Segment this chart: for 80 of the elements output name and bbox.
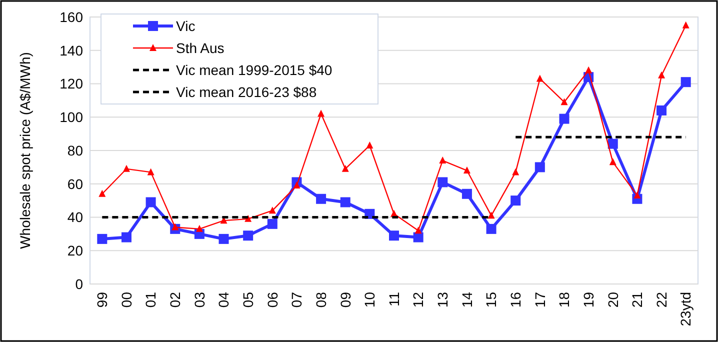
x-tick-label: 18 xyxy=(556,292,572,308)
point xyxy=(559,114,570,124)
point xyxy=(510,196,521,206)
point xyxy=(512,168,520,176)
point xyxy=(218,234,229,244)
y-tick-label: 40 xyxy=(67,209,84,226)
point xyxy=(268,206,276,214)
point xyxy=(486,224,496,234)
point xyxy=(267,218,278,229)
x-tick-label: 21 xyxy=(629,292,646,308)
x-tick-label: 08 xyxy=(312,292,329,308)
y-tick-label: 60 xyxy=(67,176,84,192)
point xyxy=(463,166,470,174)
point xyxy=(438,177,448,188)
point xyxy=(293,182,300,189)
x-tick-label: 19 xyxy=(580,292,596,308)
point xyxy=(121,232,132,242)
point xyxy=(634,192,641,199)
x-tick-label: 13 xyxy=(434,292,451,308)
point xyxy=(658,71,666,78)
y-tick-label: 120 xyxy=(60,76,84,92)
point xyxy=(366,141,374,148)
x-tick-label: 11 xyxy=(386,292,402,307)
point xyxy=(609,158,616,166)
point xyxy=(146,197,156,208)
point xyxy=(585,66,592,74)
point xyxy=(243,230,254,241)
x-tick-label: 16 xyxy=(508,292,524,308)
point xyxy=(389,230,399,241)
x-tick-label: 00 xyxy=(118,292,134,308)
point xyxy=(196,224,203,232)
y-tick-label: 140 xyxy=(60,42,84,58)
point xyxy=(342,164,349,172)
legend-label: Sth Aus xyxy=(176,40,224,56)
x-tick-label: 14 xyxy=(458,292,475,308)
point xyxy=(414,226,422,234)
point xyxy=(682,21,690,28)
x-tick-label: 01 xyxy=(142,292,159,308)
y-axis-title: Wholesale spot price (A$/MWh) xyxy=(17,52,33,249)
y-tick-label: 80 xyxy=(67,142,84,158)
point xyxy=(122,164,130,172)
point xyxy=(172,223,179,230)
x-tick-label: 22 xyxy=(653,292,670,308)
legend-label: Vic xyxy=(176,18,196,34)
x-tick-label: 03 xyxy=(191,292,208,308)
y-tick-label: 160 xyxy=(60,8,84,25)
point xyxy=(608,138,618,149)
point xyxy=(439,156,446,164)
x-tick-label: 15 xyxy=(483,292,500,308)
x-tick-label: 09 xyxy=(337,292,354,308)
x-tick-label: 23ytd xyxy=(678,292,694,326)
x-tick-label: 05 xyxy=(240,292,256,308)
x-tick-label: 07 xyxy=(288,292,305,308)
x-tick-label: 12 xyxy=(410,292,426,308)
y-tick-label: 20 xyxy=(67,242,84,259)
point xyxy=(316,194,326,204)
point xyxy=(536,74,544,82)
point xyxy=(656,105,667,116)
point xyxy=(462,188,472,199)
point xyxy=(680,77,691,88)
legend-label: Vic mean 1999-2015 $40 xyxy=(176,62,332,78)
y-tick-label: 0 xyxy=(75,276,84,292)
x-tick-label: 04 xyxy=(216,292,232,308)
x-tick-label: 06 xyxy=(264,292,280,308)
point xyxy=(534,162,545,172)
point xyxy=(97,234,108,244)
point xyxy=(488,212,495,219)
point xyxy=(560,98,568,106)
x-tick-label: 10 xyxy=(362,292,378,308)
x-tick-label: 99 xyxy=(94,292,110,308)
point xyxy=(340,197,350,208)
x-tick-label: 02 xyxy=(167,292,184,308)
point xyxy=(98,190,106,197)
point xyxy=(147,168,154,176)
x-tick-label: 17 xyxy=(532,292,548,308)
y-tick-label: 100 xyxy=(60,109,84,126)
x-tick-label: 20 xyxy=(604,292,621,308)
point xyxy=(318,110,325,117)
point xyxy=(413,232,424,242)
legend-label: Vic mean 2016-23 $88 xyxy=(176,84,317,100)
